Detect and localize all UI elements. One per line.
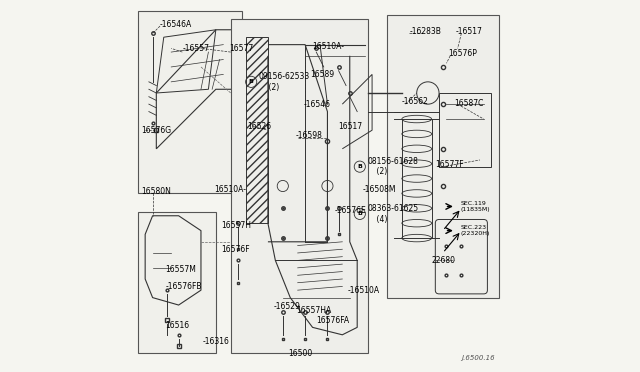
FancyBboxPatch shape: [138, 212, 216, 353]
Text: -16517: -16517: [456, 27, 483, 36]
Text: 16580N: 16580N: [141, 187, 172, 196]
Text: -16576FB: -16576FB: [166, 282, 202, 291]
Text: 16557M: 16557M: [166, 265, 196, 274]
Text: 16516: 16516: [166, 321, 189, 330]
Text: SEC.119
(11835M): SEC.119 (11835M): [460, 201, 490, 212]
Text: 16587C: 16587C: [454, 99, 484, 108]
Text: 16517: 16517: [339, 122, 363, 131]
Text: 09156-62533
    (2): 09156-62533 (2): [259, 72, 310, 92]
FancyBboxPatch shape: [231, 19, 369, 353]
Text: 16526: 16526: [248, 122, 271, 131]
Text: -16562: -16562: [402, 97, 429, 106]
Text: 16577: 16577: [229, 44, 253, 53]
Text: 16576F: 16576F: [221, 245, 250, 254]
Text: SEC.223
(22320H): SEC.223 (22320H): [460, 225, 490, 236]
Text: 16510A-: 16510A-: [312, 42, 344, 51]
Text: -16283B: -16283B: [410, 27, 441, 36]
Text: -16510A: -16510A: [348, 286, 380, 295]
Text: B: B: [357, 164, 362, 169]
Text: 08363-61625
    (4): 08363-61625 (4): [367, 204, 419, 224]
Text: 16576FA: 16576FA: [316, 316, 349, 325]
Text: -16508M: -16508M: [363, 185, 396, 194]
Text: 16576P: 16576P: [449, 49, 477, 58]
Text: J.6500.16: J.6500.16: [461, 355, 495, 361]
Text: 16500: 16500: [289, 349, 312, 358]
Text: 22680: 22680: [431, 256, 456, 265]
Text: -16316: -16316: [203, 337, 230, 346]
Text: 08156-61628
    (2): 08156-61628 (2): [367, 157, 418, 176]
Bar: [246, 37, 268, 223]
Text: -16598: -16598: [296, 131, 323, 140]
Text: B: B: [357, 211, 362, 217]
Text: 16576G: 16576G: [141, 126, 172, 135]
Text: B: B: [249, 79, 253, 84]
Text: -16529: -16529: [273, 302, 300, 311]
Text: 16557H: 16557H: [221, 221, 252, 230]
Text: -16576E: -16576E: [335, 206, 367, 215]
Text: -16546A: -16546A: [160, 20, 192, 29]
Text: -16546: -16546: [303, 100, 330, 109]
Text: 16510A-: 16510A-: [214, 185, 246, 194]
Text: 16577F: 16577F: [435, 160, 464, 169]
Text: 16589: 16589: [310, 70, 335, 79]
Text: -16557: -16557: [182, 44, 209, 53]
FancyBboxPatch shape: [138, 11, 242, 193]
FancyBboxPatch shape: [387, 15, 499, 298]
Text: 16557HA: 16557HA: [296, 306, 331, 315]
